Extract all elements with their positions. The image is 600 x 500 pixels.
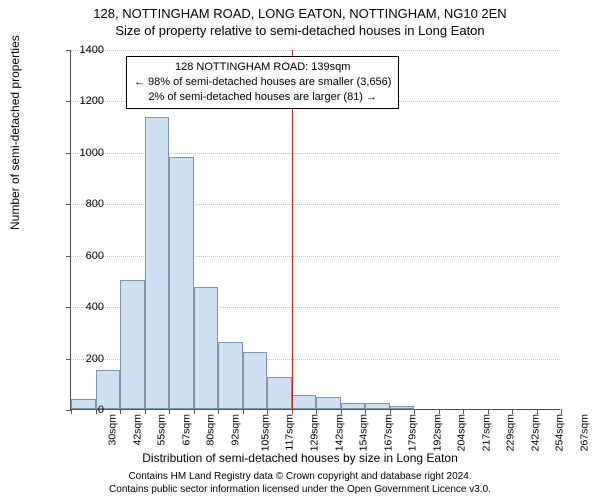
xtick-label: 267sqm — [578, 414, 590, 451]
xtick-label: 67sqm — [180, 414, 192, 446]
xtick-mark — [120, 409, 121, 414]
xtick-mark — [169, 409, 170, 414]
histogram-bar — [341, 403, 366, 409]
histogram-bar — [194, 287, 219, 409]
ytick-label: 0 — [64, 404, 104, 416]
histogram-bar — [365, 403, 390, 409]
annotation-box: 128 NOTTINGHAM ROAD: 139sqm ← 98% of sem… — [126, 56, 399, 109]
xtick-label: 179sqm — [406, 414, 418, 451]
xtick-mark — [512, 409, 513, 414]
xtick-label: 42sqm — [131, 414, 143, 446]
xtick-mark — [414, 409, 415, 414]
footer-line1: Contains HM Land Registry data © Crown c… — [0, 471, 600, 484]
xtick-mark — [488, 409, 489, 414]
y-axis-label: Number of semi-detached properties — [8, 35, 22, 230]
histogram-bar — [120, 280, 145, 409]
xtick-label: 154sqm — [357, 414, 369, 451]
xtick-mark — [243, 409, 244, 414]
histogram-bar — [145, 117, 170, 409]
xtick-label: 80sqm — [205, 414, 217, 446]
annotation-line1: 128 NOTTINGHAM ROAD: 139sqm — [134, 60, 391, 75]
xtick-mark — [537, 409, 538, 414]
chart-plot-area: 30sqm42sqm55sqm67sqm80sqm92sqm105sqm117s… — [70, 50, 560, 410]
xtick-label: 204sqm — [455, 414, 467, 451]
histogram-bar — [267, 377, 292, 409]
xtick-mark — [390, 409, 391, 414]
xtick-label: 217sqm — [480, 414, 492, 451]
histogram-bar — [316, 397, 341, 409]
xtick-mark — [194, 409, 195, 414]
histogram-bar — [218, 342, 243, 409]
xtick-label: 242sqm — [529, 414, 541, 451]
xtick-label: 192sqm — [431, 414, 443, 451]
xtick-label: 55sqm — [156, 414, 168, 446]
footer: Contains HM Land Registry data © Crown c… — [0, 471, 600, 496]
xtick-label: 129sqm — [308, 414, 320, 451]
xtick-label: 142sqm — [333, 414, 345, 451]
x-axis-label: Distribution of semi-detached houses by … — [0, 451, 600, 465]
histogram-bar — [292, 395, 317, 409]
annotation-line2: ← 98% of semi-detached houses are smalle… — [134, 75, 391, 90]
page-title-line2: Size of property relative to semi-detach… — [0, 21, 600, 38]
ytick-label: 200 — [64, 353, 104, 365]
xtick-label: 229sqm — [504, 414, 516, 451]
xtick-mark — [267, 409, 268, 414]
xtick-label: 92sqm — [229, 414, 241, 446]
xtick-mark — [463, 409, 464, 414]
xtick-mark — [316, 409, 317, 414]
ytick-label: 600 — [64, 250, 104, 262]
footer-line2: Contains public sector information licen… — [0, 484, 600, 497]
xtick-mark — [439, 409, 440, 414]
xtick-label: 254sqm — [553, 414, 565, 451]
ytick-label: 1000 — [64, 147, 104, 159]
histogram-bar — [390, 406, 415, 409]
xtick-mark — [341, 409, 342, 414]
xtick-label: 117sqm — [283, 414, 295, 451]
histogram-bar — [169, 157, 194, 409]
xtick-mark — [145, 409, 146, 414]
ytick-label: 1400 — [64, 44, 104, 56]
xtick-label: 105sqm — [259, 414, 271, 451]
ytick-label: 1200 — [64, 95, 104, 107]
xtick-label: 167sqm — [382, 414, 394, 451]
xtick-label: 30sqm — [107, 414, 119, 446]
ytick-label: 400 — [64, 301, 104, 313]
xtick-mark — [218, 409, 219, 414]
page-title-line1: 128, NOTTINGHAM ROAD, LONG EATON, NOTTIN… — [0, 0, 600, 21]
histogram-bar — [243, 352, 268, 409]
ytick-label: 800 — [64, 198, 104, 210]
annotation-line3: 2% of semi-detached houses are larger (8… — [134, 90, 391, 105]
xtick-mark — [292, 409, 293, 414]
xtick-mark — [561, 409, 562, 414]
xtick-mark — [365, 409, 366, 414]
